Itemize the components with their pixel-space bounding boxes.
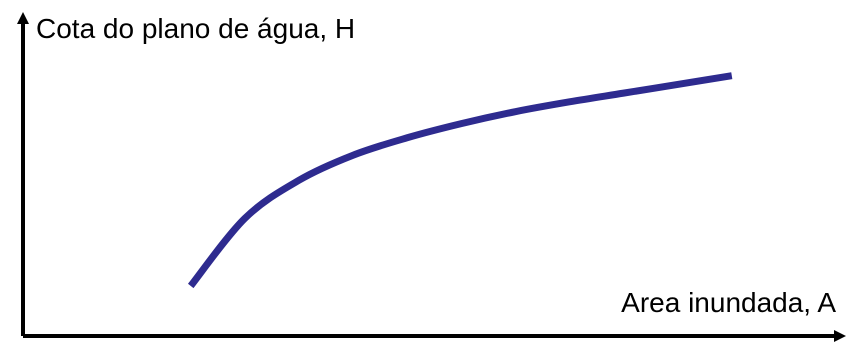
series-layer xyxy=(187,72,733,289)
y-axis-title: Cota do plano de água, H xyxy=(36,13,355,44)
series-line-0 xyxy=(187,72,733,289)
x-axis-title: Area inundada, A xyxy=(621,287,836,318)
